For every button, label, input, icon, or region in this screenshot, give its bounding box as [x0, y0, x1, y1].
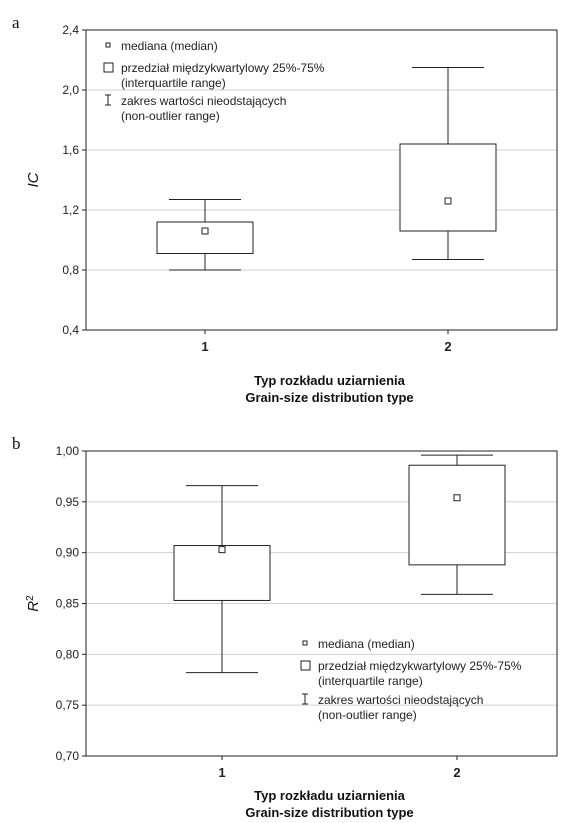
- y-tick-label: 1,6: [62, 143, 79, 157]
- legend: mediana (median) przedział międzykwartylo…: [300, 637, 522, 722]
- y-tick-label: 0,95: [56, 495, 80, 509]
- legend-label: zakres wartości nieodstających: [318, 693, 483, 707]
- x-axis-label: Typ rozkładu uziarnienia: [254, 373, 406, 388]
- iqr-box: [173, 545, 271, 601]
- median-marker: [201, 227, 209, 235]
- y-tick-label: 2,0: [62, 83, 79, 97]
- x-axis-label: Grain-size distribution type: [245, 805, 413, 820]
- y-tick-label: 0,75: [56, 698, 80, 712]
- legend-median-icon: [105, 42, 111, 48]
- legend-label: (interquartile range): [318, 674, 423, 688]
- legend-label: (non-outlier range): [121, 109, 220, 123]
- median-marker: [218, 546, 226, 554]
- y-tick-label: 0,85: [56, 597, 80, 611]
- legend-box-icon: [300, 660, 311, 671]
- plot-frame: [85, 450, 558, 757]
- x-tick-label: 2: [444, 339, 451, 354]
- x-tick-label: 2: [453, 765, 460, 780]
- legend-label: (interquartile range): [121, 76, 226, 90]
- legend-label: mediana (median): [318, 637, 415, 651]
- chart-panel-a: 0,4 0,8 1,2 1,6 2,0 2,4 1 2 IC Typ rozkładu uziar…: [12, 13, 558, 405]
- legend-box-icon: [103, 62, 114, 73]
- legend-label: zakres wartości nieodstających: [121, 94, 286, 108]
- legend-label: mediana (median): [121, 39, 218, 53]
- y-tick-label: 1,00: [56, 444, 80, 458]
- panel-label: b: [12, 434, 21, 453]
- legend-label: przedział międzykwartylowy 25%-75%: [318, 659, 522, 673]
- median-marker: [444, 197, 452, 205]
- y-axis-label: R2: [25, 595, 43, 612]
- y-axis-label: IC: [25, 172, 42, 187]
- iqr-box: [399, 143, 497, 232]
- panel-label: a: [12, 13, 20, 32]
- chart-panel-b: 0,70 0,75 0,80 0,85 0,90 0,95 1,00 1 2 R2 Typ rozk…: [12, 434, 558, 820]
- x-axis-label: Typ rozkładu uziarnienia: [254, 788, 406, 803]
- y-tick-label: 0,70: [56, 749, 80, 763]
- y-tick-label: 0,4: [62, 323, 79, 337]
- y-tick-label: 2,4: [62, 23, 79, 37]
- y-tick-label: 0,90: [56, 546, 80, 560]
- legend-median-icon: [302, 640, 308, 646]
- x-tick-label: 1: [201, 339, 208, 354]
- legend-label: przedział międzykwartylowy 25%-75%: [121, 61, 325, 75]
- x-tick-label: 1: [218, 765, 225, 780]
- legend-label: (non-outlier range): [318, 708, 417, 722]
- plot-frame: [85, 29, 558, 331]
- x-axis-label: Grain-size distribution type: [245, 390, 413, 405]
- iqr-box: [408, 464, 506, 566]
- iqr-box: [156, 221, 254, 254]
- y-tick-label: 1,2: [62, 203, 79, 217]
- legend: mediana (median) przedział międzykwartylo…: [103, 39, 325, 123]
- y-tick-label: 0,80: [56, 647, 80, 661]
- y-tick-label: 0,8: [62, 263, 79, 277]
- median-marker: [453, 494, 461, 502]
